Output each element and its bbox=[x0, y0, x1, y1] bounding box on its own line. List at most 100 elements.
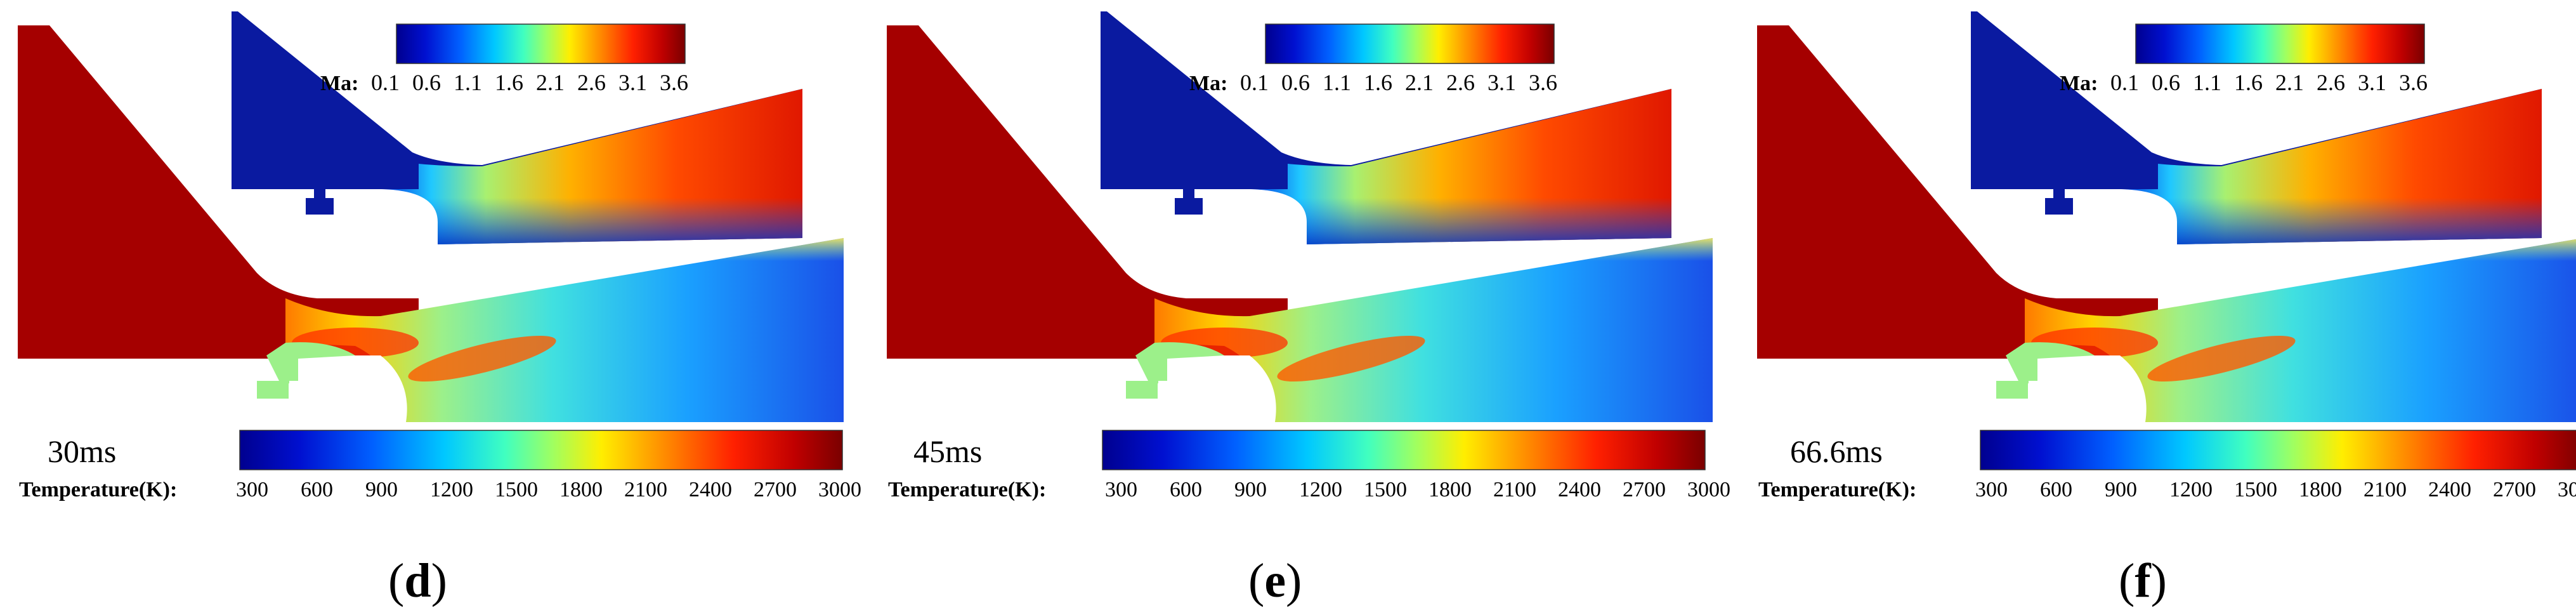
mach-colorbar-tick: 2.6 bbox=[2317, 70, 2345, 95]
mach-cavity bbox=[1250, 189, 1307, 244]
temperature-field bbox=[18, 25, 844, 422]
temperature-colorbar-tick: 1500 bbox=[1364, 478, 1407, 501]
temperature-colorbar-tick: 600 bbox=[1170, 478, 1202, 501]
mach-colorbar-tick: 1.6 bbox=[2234, 70, 2263, 95]
temperature-field bbox=[1757, 25, 2576, 422]
time-label: 66.6ms bbox=[1790, 434, 1883, 469]
temperature-colorbar-tick: 600 bbox=[2040, 478, 2072, 501]
mach-colorbar-tick: 1.1 bbox=[454, 70, 482, 95]
hot-core bbox=[1277, 335, 1425, 382]
hot-core bbox=[408, 335, 556, 382]
injector-foot bbox=[257, 381, 289, 399]
mach-colorbar-tick: 0.6 bbox=[1281, 70, 1310, 95]
temperature-colorbar-tick: 2100 bbox=[1493, 478, 1536, 501]
mach-colorbar: Ma: 0.1 0.6 1.1 1.6 2.1 2.6 3.1 3.6 bbox=[320, 23, 688, 95]
temperature-colorbar-tick: 2700 bbox=[2493, 478, 2536, 501]
caption-close: ) bbox=[431, 554, 447, 607]
mach-colorbar-label: Ma: bbox=[2060, 72, 2098, 95]
mach-colorbar-tick: 2.6 bbox=[1446, 70, 1475, 95]
temperature-colorbar-tick: 2100 bbox=[624, 478, 667, 501]
temperature-colorbar-tick: 2400 bbox=[689, 478, 732, 501]
simulation-panel: Ma: 0.1 0.6 1.1 1.6 2.1 2.6 3.1 3.630msTemperatu… bbox=[18, 11, 861, 607]
temperature-colorbar-tick: 3000 bbox=[818, 478, 861, 501]
temperature-colorbar-tick: 3000 bbox=[1687, 478, 1730, 501]
panel-caption: (d) bbox=[388, 554, 447, 607]
mach-field bbox=[1971, 11, 2542, 244]
shear-layer bbox=[2025, 239, 2576, 330]
mach-colorbar-tick: 3.6 bbox=[660, 70, 688, 95]
temperature-colorbar: Temperature(K): 300 600 900 1200 1500 1800 2100… bbox=[19, 430, 861, 501]
panel-caption: (e) bbox=[1248, 554, 1302, 607]
mach-field bbox=[1101, 11, 1671, 244]
caption-open: ( bbox=[388, 554, 404, 607]
caption-letter: d bbox=[404, 554, 431, 607]
temperature-colorbar-tick: 2700 bbox=[1623, 478, 1666, 501]
temperature-field bbox=[887, 25, 1713, 422]
temperature-colorbar-label: Temperature(K): bbox=[1758, 478, 1916, 501]
mach-colorbar-tick: 3.1 bbox=[618, 70, 647, 95]
mach-colorbar-tick: 2.1 bbox=[536, 70, 565, 95]
injector-stem bbox=[279, 362, 289, 383]
mach-colorbar-scale bbox=[396, 23, 686, 64]
combustion-chamber bbox=[18, 25, 419, 359]
mach-injector-foot bbox=[306, 198, 334, 215]
combustion-chamber bbox=[1757, 25, 2158, 359]
mach-colorbar-label: Ma: bbox=[1189, 72, 1227, 95]
injector-foot bbox=[1996, 381, 2028, 399]
temperature-colorbar: Temperature(K): 300 600 900 1200 1500 1800 2100… bbox=[1758, 430, 2576, 501]
caption-close: ) bbox=[1286, 554, 1302, 607]
mach-colorbar-tick: 2.1 bbox=[1405, 70, 1434, 95]
temperature-colorbar-scale bbox=[1102, 430, 1706, 470]
cavity bbox=[1167, 355, 1276, 422]
mach-colorbar-label: Ma: bbox=[320, 72, 358, 95]
temperature-colorbar-tick: 1500 bbox=[2234, 478, 2277, 501]
temperature-colorbar-tick: 2700 bbox=[754, 478, 797, 501]
mach-boundary-layer bbox=[2120, 89, 2542, 244]
temperature-colorbar-tick: 600 bbox=[301, 478, 333, 501]
shear-layer bbox=[285, 238, 844, 330]
caption-letter: e bbox=[1264, 554, 1286, 607]
mach-injector-stem bbox=[314, 175, 325, 200]
panel-caption: (f) bbox=[2119, 554, 2167, 607]
mach-colorbar-tick: 3.6 bbox=[2399, 70, 2428, 95]
temperature-colorbar-tick: 900 bbox=[1234, 478, 1267, 501]
temperature-colorbar-tick: 2400 bbox=[2428, 478, 2471, 501]
simulation-panel: Ma: 0.1 0.6 1.1 1.6 2.1 2.6 3.1 3.645msTemperatu… bbox=[887, 11, 1730, 607]
mach-colorbar-tick: 3.6 bbox=[1529, 70, 1557, 95]
temperature-colorbar-tick: 300 bbox=[1105, 478, 1137, 501]
caption-open: ( bbox=[2119, 554, 2135, 607]
temperature-colorbar-label: Temperature(K): bbox=[19, 478, 177, 501]
hot-core bbox=[2147, 335, 2296, 382]
mach-colorbar-tick: 2.1 bbox=[2275, 70, 2304, 95]
mach-injector-stem bbox=[2053, 175, 2065, 200]
temperature-colorbar-tick: 1200 bbox=[430, 478, 473, 501]
mach-field bbox=[232, 11, 802, 244]
mach-colorbar-tick: 0.6 bbox=[2152, 70, 2180, 95]
mach-colorbar-tick: 3.1 bbox=[2358, 70, 2386, 95]
temperature-colorbar-label: Temperature(K): bbox=[888, 478, 1046, 501]
temperature-colorbar-tick: 300 bbox=[1975, 478, 2008, 501]
temperature-colorbar-tick: 300 bbox=[236, 478, 268, 501]
cavity bbox=[2037, 355, 2147, 422]
mach-colorbar: Ma: 0.1 0.6 1.1 1.6 2.1 2.6 3.1 3.6 bbox=[2060, 23, 2428, 95]
mach-cavity bbox=[381, 189, 438, 244]
mach-boundary-layer bbox=[381, 89, 802, 244]
injector-stem bbox=[1148, 362, 1158, 383]
caption-open: ( bbox=[1248, 554, 1264, 607]
temperature-colorbar-tick: 1200 bbox=[2169, 478, 2213, 501]
panels: Ma: 0.1 0.6 1.1 1.6 2.1 2.6 3.1 3.630msTemperatu… bbox=[18, 11, 2576, 607]
temperature-colorbar-scale bbox=[239, 430, 843, 470]
mach-colorbar-tick: 2.6 bbox=[577, 70, 606, 95]
mach-injector-stem bbox=[1183, 175, 1194, 200]
temperature-colorbar-tick: 2100 bbox=[2364, 478, 2407, 501]
time-label: 45ms bbox=[913, 434, 982, 469]
mach-injector-foot bbox=[1175, 198, 1203, 215]
mach-colorbar-scale bbox=[1265, 23, 1555, 64]
shear-layer bbox=[1154, 238, 1713, 330]
mach-colorbar: Ma: 0.1 0.6 1.1 1.6 2.1 2.6 3.1 3.6 bbox=[1189, 23, 1557, 95]
temperature-colorbar-tick: 3000 bbox=[2558, 478, 2576, 501]
temperature-colorbar-tick: 900 bbox=[365, 478, 398, 501]
temperature-colorbar-tick: 900 bbox=[2105, 478, 2137, 501]
mach-colorbar-tick: 0.6 bbox=[412, 70, 441, 95]
